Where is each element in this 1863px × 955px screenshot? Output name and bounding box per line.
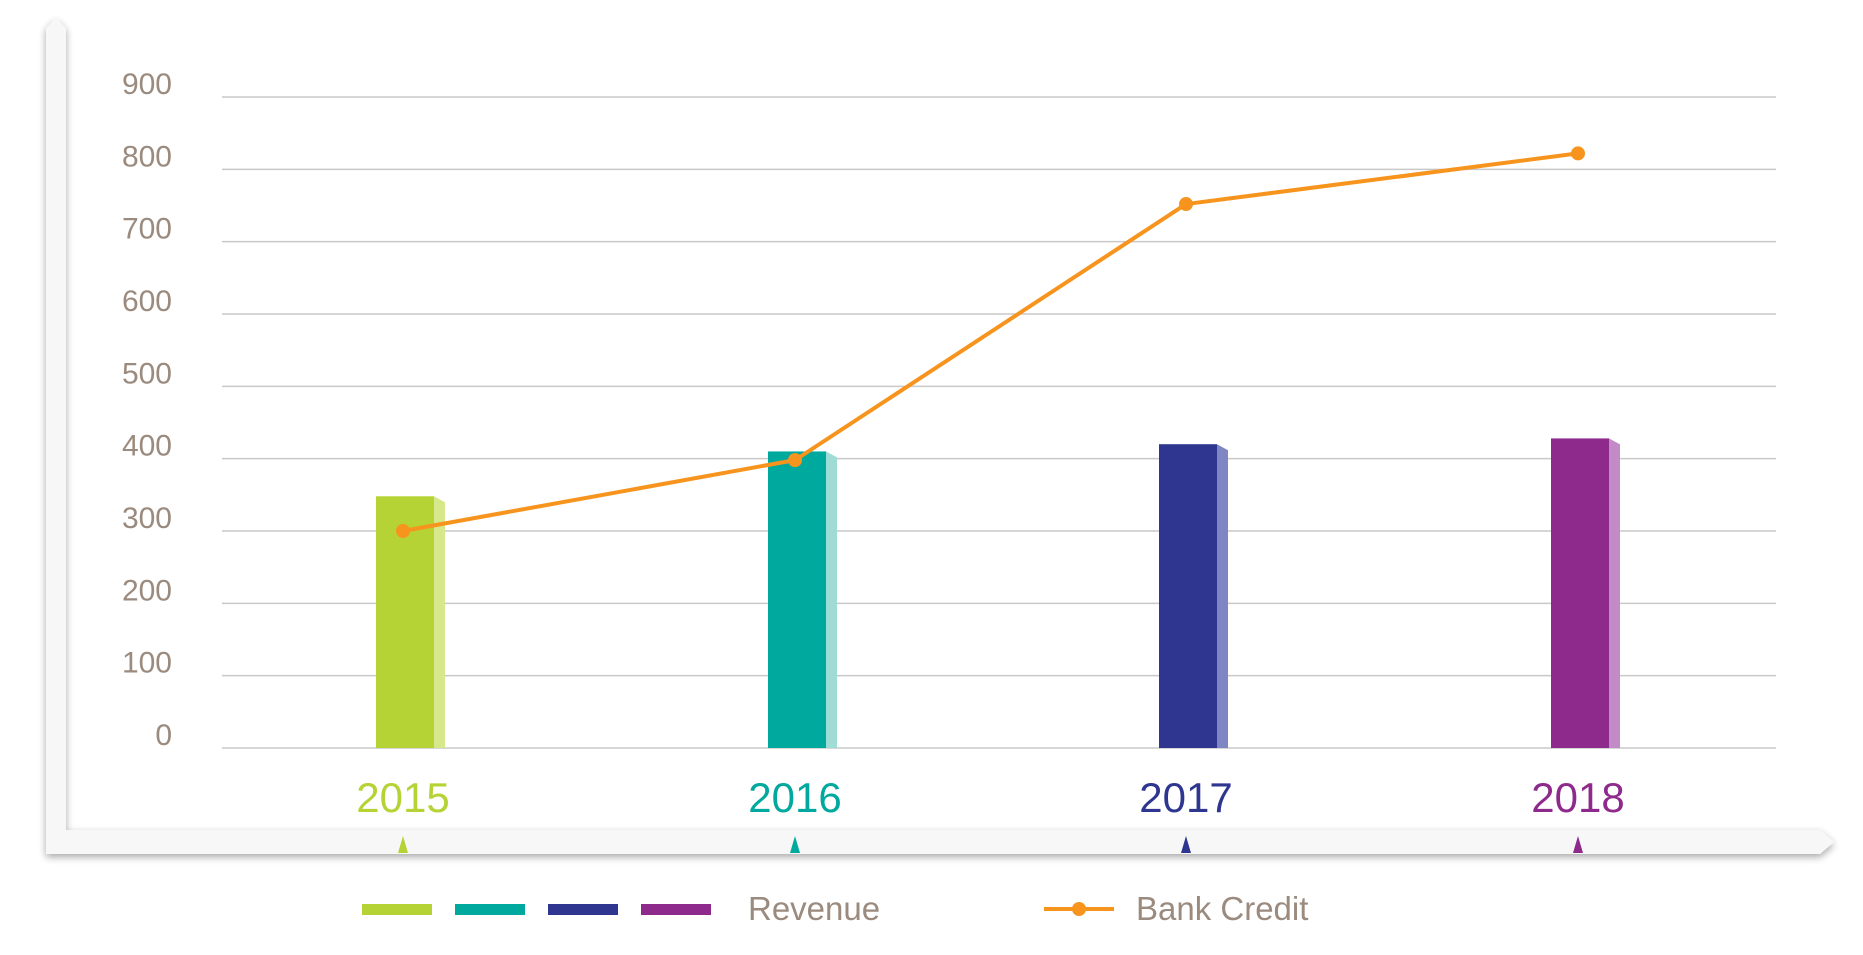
revenue-bar-2018: [1551, 438, 1620, 748]
revenue-bar-front: [1159, 444, 1217, 748]
x-tick-label-2015: 2015: [356, 774, 449, 821]
revenue-bar-2017: [1159, 444, 1228, 748]
axis-frame: [46, 18, 1834, 854]
legend-swatch: [641, 904, 711, 915]
y-tick-label: 300: [122, 502, 172, 535]
y-tick-label: 100: [122, 647, 172, 680]
grid-lines: [222, 96, 1776, 749]
y-tick-label: 700: [122, 213, 172, 246]
revenue-bar-2016: [768, 451, 837, 748]
revenue-bar-2015: [376, 496, 445, 748]
legend-bank-credit-icon: [1044, 902, 1114, 916]
y-tick-label: 200: [122, 574, 172, 607]
bank-credit-polyline: [402, 151, 1579, 533]
legend-dot: [1072, 902, 1086, 916]
revenue-bar-side: [1609, 438, 1620, 748]
revenue-bar-side: [1217, 444, 1228, 748]
legend-revenue-swatches: [362, 904, 711, 915]
bank-credit-point-2018: [1571, 146, 1585, 161]
y-tick-label: 400: [122, 430, 172, 463]
y-axis-ticks: 0 100 200 300 400 500 600 700 800 900: [122, 68, 172, 752]
bank-credit-point-2015: [396, 524, 410, 538]
legend-swatch: [362, 904, 432, 915]
y-tick-label: 600: [122, 285, 172, 318]
bank-credit-point-2017: [1179, 197, 1193, 212]
legend-swatch: [455, 904, 525, 915]
x-axis-arrow: [46, 830, 1834, 854]
revenue-bar-side: [434, 496, 445, 748]
y-axis-arrow: [46, 18, 66, 848]
legend: Revenue Bank Credit: [362, 890, 1308, 927]
x-tick-label-2017: 2017: [1139, 774, 1232, 821]
legend-revenue-label: Revenue: [748, 890, 880, 927]
y-tick-label: 500: [122, 357, 172, 390]
x-marker-2016: [790, 836, 800, 853]
revenue-bar-front: [376, 496, 434, 748]
revenue-bar-side: [826, 451, 837, 748]
x-marker-2018: [1573, 836, 1583, 853]
y-tick-label: 900: [122, 68, 172, 101]
legend-bank-credit-label: Bank Credit: [1136, 890, 1308, 927]
x-tick-label-2016: 2016: [748, 774, 841, 821]
revenue-bar-front: [768, 451, 826, 748]
bank-credit-line: [396, 146, 1585, 538]
y-tick-label: 0: [155, 719, 172, 752]
y-tick-label: 800: [122, 140, 172, 173]
x-tick-label-2018: 2018: [1531, 774, 1624, 821]
x-axis-markers: [398, 836, 1583, 853]
revenue-bar-front: [1551, 438, 1609, 748]
bank-credit-point-2016: [788, 453, 802, 468]
legend-swatch: [548, 904, 618, 915]
x-marker-2017: [1181, 836, 1191, 853]
revenue-bars: [376, 438, 1620, 748]
x-axis-ticks: 2015 2016 2017 2018: [356, 774, 1624, 821]
x-marker-2015: [398, 836, 408, 853]
